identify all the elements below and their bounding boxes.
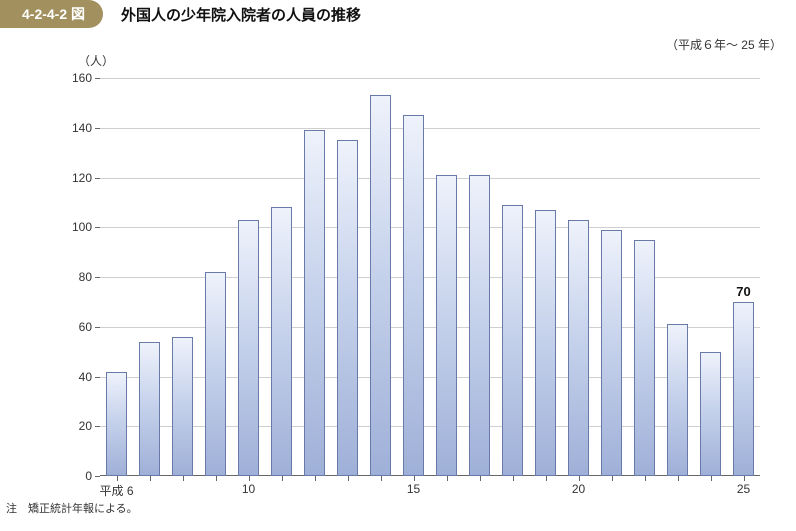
x-tick-mark: [117, 476, 118, 481]
x-tick-label: 25: [737, 482, 750, 496]
bar: [238, 220, 258, 476]
year-range-note: （平成６年～ 25 年）: [666, 36, 782, 53]
x-tick-mark: [216, 476, 217, 481]
bar: [271, 207, 291, 476]
bar: [172, 337, 192, 476]
gridline: [100, 128, 760, 129]
x-tick-label: 20: [572, 482, 585, 496]
bar: [469, 175, 489, 476]
y-tick-label: 20: [62, 419, 92, 433]
figure-title: 外国人の少年院入院者の人員の推移: [103, 0, 361, 28]
gridline: [100, 78, 760, 79]
x-tick-label: 10: [242, 482, 255, 496]
bar: [535, 210, 555, 476]
bar: [106, 372, 126, 476]
chart-footnote: 注 矯正統計年報による。: [6, 500, 138, 516]
y-tick-label: 60: [62, 320, 92, 334]
x-tick-mark: [348, 476, 349, 481]
x-tick-label: 15: [407, 482, 420, 496]
y-tick-label: 0: [62, 469, 92, 483]
y-tick-mark: [95, 426, 100, 427]
y-tick-mark: [95, 78, 100, 79]
x-tick-mark: [282, 476, 283, 481]
y-tick-mark: [95, 476, 100, 477]
bar: [205, 272, 225, 476]
y-tick-mark: [95, 227, 100, 228]
x-tick-mark: [315, 476, 316, 481]
bar: [403, 115, 423, 476]
bar: [370, 95, 390, 476]
y-tick-label: 80: [62, 270, 92, 284]
bar: [733, 302, 753, 476]
x-axis-line: [100, 475, 760, 476]
y-tick-label: 40: [62, 370, 92, 384]
figure-number-badge: 4-2-4-2 図: [0, 0, 103, 28]
gridline: [100, 327, 760, 328]
x-tick-mark: [546, 476, 547, 481]
x-tick-mark: [744, 476, 745, 481]
gridline: [100, 277, 760, 278]
x-tick-label: 平成 6: [99, 482, 133, 499]
bar: [601, 230, 621, 476]
bar-value-callout: 70: [736, 284, 750, 299]
x-tick-mark: [711, 476, 712, 481]
gridline: [100, 178, 760, 179]
y-tick-mark: [95, 377, 100, 378]
x-tick-mark: [447, 476, 448, 481]
gridline: [100, 227, 760, 228]
y-tick-mark: [95, 277, 100, 278]
bar: [568, 220, 588, 476]
bar: [337, 140, 357, 476]
gridline: [100, 377, 760, 378]
bar: [436, 175, 456, 476]
bar: [304, 130, 324, 476]
x-tick-mark: [480, 476, 481, 481]
figure-header: 4-2-4-2 図 外国人の少年院入院者の人員の推移: [0, 0, 796, 28]
y-tick-label: 160: [62, 71, 92, 85]
y-tick-label: 120: [62, 171, 92, 185]
x-tick-mark: [183, 476, 184, 481]
x-tick-mark: [150, 476, 151, 481]
x-tick-mark: [513, 476, 514, 481]
x-tick-mark: [645, 476, 646, 481]
gridline: [100, 426, 760, 427]
bar-chart: [100, 78, 760, 476]
bar: [700, 352, 720, 476]
y-tick-mark: [95, 128, 100, 129]
y-tick-label: 140: [62, 121, 92, 135]
y-tick-label: 100: [62, 220, 92, 234]
x-tick-mark: [414, 476, 415, 481]
bar: [667, 324, 687, 476]
x-tick-mark: [381, 476, 382, 481]
bar: [139, 342, 159, 476]
x-tick-mark: [249, 476, 250, 481]
bar: [502, 205, 522, 476]
bar: [634, 240, 654, 476]
x-tick-mark: [579, 476, 580, 481]
y-tick-mark: [95, 178, 100, 179]
y-tick-mark: [95, 327, 100, 328]
x-tick-mark: [612, 476, 613, 481]
y-axis-unit-label: （人）: [78, 52, 114, 69]
x-tick-mark: [678, 476, 679, 481]
